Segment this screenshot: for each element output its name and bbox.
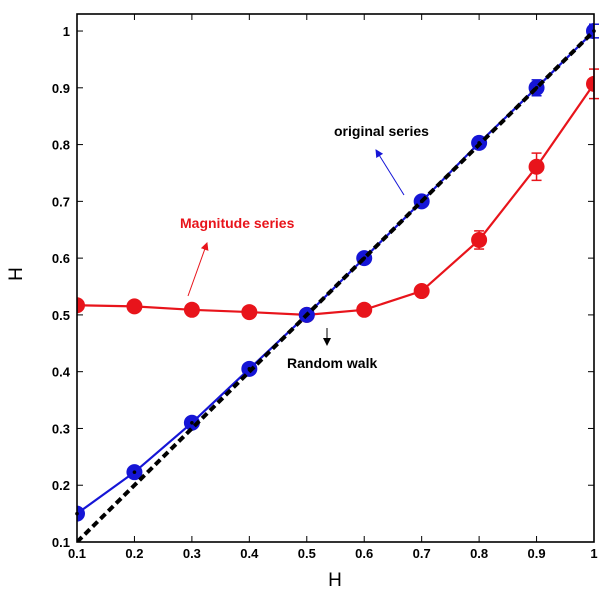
x-tick-label: 0.1 [68,546,86,561]
data-point-center [419,199,424,204]
y-tick-label: 1 [63,24,70,39]
y-tick-label: 0.8 [52,138,70,153]
annotation-original-series: original series [334,123,429,139]
x-tick-label: 1 [590,546,597,561]
data-point-0 [77,505,85,522]
x-tick-label: 0.5 [298,546,316,561]
y-axis-label: H [6,267,27,281]
data-point-center [132,470,137,474]
x-tick-label: 0.8 [470,546,488,561]
y-tick-label: 0.9 [52,81,70,96]
series-line-random-walk [77,29,594,542]
data-point-center [477,141,481,145]
x-axis-label: H [328,570,342,591]
y-tick-label: 0.7 [52,194,70,209]
data-point-1 [471,231,488,248]
y-tick-label: 0.5 [52,308,70,323]
annotation-random-walk: Random walk [287,355,377,371]
y-tick-label: 0.4 [52,365,71,380]
data-point-center [190,420,194,425]
x-tick-label: 0.6 [355,546,373,561]
x-tick-label: 0.4 [240,546,259,561]
plot-frame-border [76,13,595,543]
data-point-1 [183,301,200,318]
data-point-center [534,86,539,90]
axis-ticks: 0.1 0.2 0.3 0.4 0.5 0.6 0.7 0.8 0.9 1 0.1 0.2 0.3 0.4… [52,14,598,561]
y-tick-label: 0.1 [52,535,70,550]
data-point-1 [356,301,373,318]
data-point-center [362,256,367,260]
data-point-1 [586,75,594,92]
annotation-arrow-magnitude-series [187,242,209,297]
x-tick-label: 0.3 [183,546,201,561]
data-point-1 [126,298,143,315]
data-point-1 [413,283,430,300]
data-point-1 [528,158,545,175]
y-tick-label: 0.3 [52,421,70,436]
data-point-center [304,313,309,317]
x-tick-label: 0.7 [413,546,431,561]
y-tick-label: 0.2 [52,478,70,493]
x-tick-label: 0.9 [528,546,546,561]
series-line-1 [77,83,594,317]
data-point-center [247,367,252,371]
y-tick-label: 0.6 [52,251,70,266]
plot-area [77,14,594,542]
annotation-arrow-original-series [375,149,405,196]
annotation-magnitude-series: Magnitude series [180,215,295,231]
x-tick-label: 0.2 [125,546,143,561]
data-point-1 [77,297,85,314]
data-point-1 [241,304,258,321]
